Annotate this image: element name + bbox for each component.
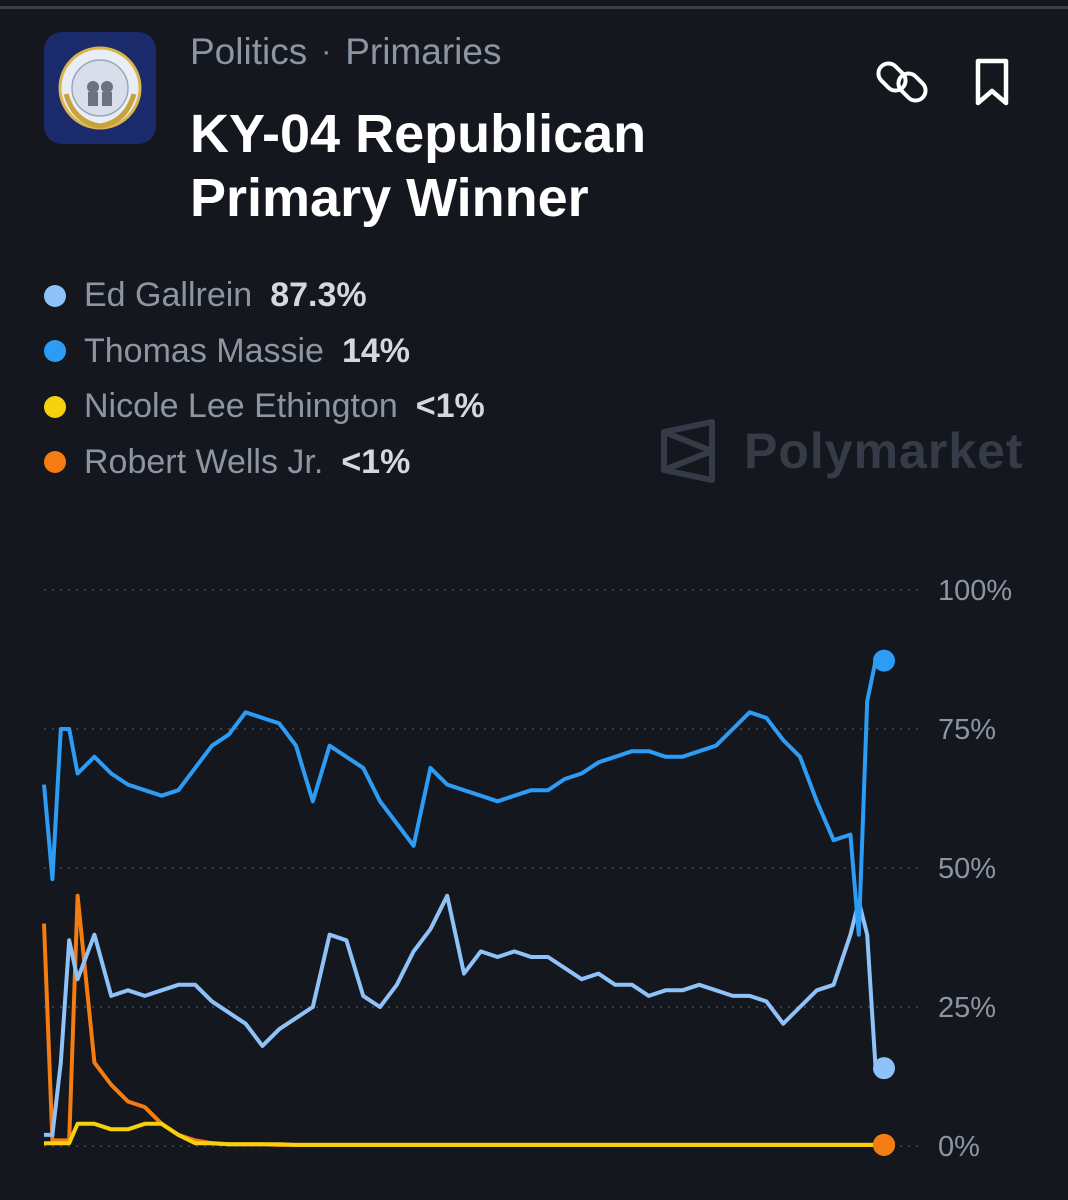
legend-dot xyxy=(44,451,66,474)
chart-legend: Ed Gallrein 87.3% Thomas Massie 14% Nico… xyxy=(44,268,485,490)
polymarket-watermark: Polymarket xyxy=(660,418,1024,484)
breadcrumb-primaries[interactable]: Primaries xyxy=(345,31,502,72)
top-divider xyxy=(0,6,1068,9)
price-history-chart[interactable]: 100% 75% 50% 25% 0% xyxy=(0,560,1068,1180)
link-icon xyxy=(876,61,928,103)
series-line-robert-wells-jr-[interactable] xyxy=(42,893,884,1147)
legend-value: 87.3% xyxy=(270,276,367,315)
y-tick-label: 100% xyxy=(938,575,1012,607)
legend-name: Thomas Massie xyxy=(84,331,324,370)
series-line-ed-gallrein[interactable] xyxy=(44,893,884,1137)
series-line-nicole-lee-ethington[interactable] xyxy=(44,1121,884,1147)
market-logo xyxy=(44,32,156,144)
endpoint-marker-ed-gallrein[interactable] xyxy=(873,1057,895,1080)
endpoint-marker-robert-wells-jr-[interactable] xyxy=(873,1133,895,1156)
legend-value: <1% xyxy=(415,387,485,426)
watermark-text: Polymarket xyxy=(744,423,1024,479)
bookmark-icon xyxy=(975,58,1009,106)
legend-item-nicole-lee-ethington: Nicole Lee Ethington <1% xyxy=(44,379,485,435)
legend-value: <1% xyxy=(341,442,411,481)
legend-value: 14% xyxy=(341,331,411,370)
y-tick-label: 0% xyxy=(938,1131,980,1163)
y-tick-label: 50% xyxy=(938,853,996,885)
polymarket-logo-icon xyxy=(661,419,715,483)
kentucky-state-seal-icon xyxy=(44,32,156,144)
y-tick-label: 25% xyxy=(938,992,996,1024)
legend-name: Robert Wells Jr. xyxy=(84,442,324,481)
copy-link-button[interactable] xyxy=(876,56,928,108)
legend-dot xyxy=(44,284,66,307)
legend-item-thomas-massie: Thomas Massie 14% xyxy=(44,324,485,380)
breadcrumb-politics[interactable]: Politics xyxy=(190,31,308,72)
bookmark-button[interactable] xyxy=(966,56,1018,108)
legend-item-robert-wells-jr: Robert Wells Jr. <1% xyxy=(44,435,485,491)
y-tick-label: 75% xyxy=(938,714,996,746)
legend-name: Ed Gallrein xyxy=(84,276,253,315)
legend-name: Nicole Lee Ethington xyxy=(84,387,398,426)
legend-item-ed-gallrein: Ed Gallrein 87.3% xyxy=(44,268,485,324)
legend-dot xyxy=(44,395,66,418)
page-title: KY-04 Republican Primary Winner xyxy=(190,104,647,228)
series-line-thomas-massie[interactable] xyxy=(42,658,884,937)
breadcrumb: Politics · Primaries xyxy=(190,30,501,74)
legend-dot xyxy=(44,340,66,363)
endpoint-marker-thomas-massie[interactable] xyxy=(873,649,895,672)
breadcrumb-separator: · xyxy=(321,35,332,68)
